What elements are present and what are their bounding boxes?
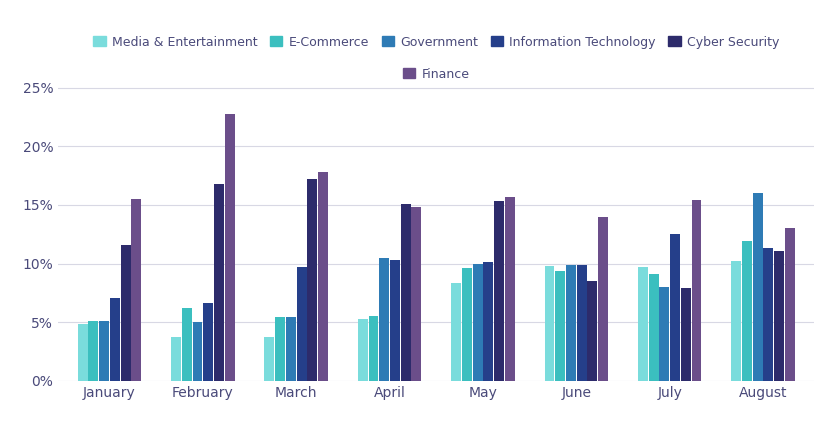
Bar bbox=[110, 297, 120, 381]
Bar bbox=[764, 248, 774, 381]
Bar bbox=[318, 172, 328, 381]
Bar bbox=[120, 245, 130, 381]
Bar bbox=[451, 283, 461, 381]
Bar bbox=[555, 271, 565, 381]
Bar bbox=[505, 197, 514, 381]
Bar bbox=[588, 281, 597, 381]
Bar bbox=[494, 201, 504, 381]
Bar bbox=[473, 264, 483, 381]
Bar bbox=[401, 204, 411, 381]
Bar bbox=[264, 338, 274, 381]
Bar bbox=[286, 317, 296, 381]
Bar bbox=[659, 287, 669, 381]
Bar bbox=[99, 321, 109, 381]
Bar bbox=[390, 260, 400, 381]
Bar bbox=[638, 267, 648, 381]
Legend: Finance: Finance bbox=[398, 63, 475, 85]
Bar bbox=[88, 321, 98, 381]
Bar bbox=[670, 234, 680, 381]
Bar bbox=[742, 241, 752, 381]
Bar bbox=[275, 317, 285, 381]
Bar bbox=[224, 114, 234, 381]
Bar bbox=[307, 179, 317, 381]
Bar bbox=[171, 338, 181, 381]
Bar bbox=[691, 201, 701, 381]
Bar bbox=[78, 324, 87, 381]
Bar bbox=[379, 258, 389, 381]
Bar bbox=[484, 262, 494, 381]
Bar bbox=[753, 193, 763, 381]
Bar bbox=[297, 267, 307, 381]
Bar bbox=[774, 251, 784, 381]
Bar bbox=[182, 308, 192, 381]
Bar bbox=[131, 199, 141, 381]
Bar bbox=[214, 184, 224, 381]
Bar bbox=[785, 228, 794, 381]
Bar bbox=[544, 266, 554, 381]
Bar bbox=[411, 207, 421, 381]
Bar bbox=[369, 316, 378, 381]
Bar bbox=[598, 217, 608, 381]
Bar bbox=[649, 274, 658, 381]
Bar bbox=[577, 265, 587, 381]
Bar bbox=[204, 303, 214, 381]
Bar bbox=[566, 265, 576, 381]
Bar bbox=[462, 268, 472, 381]
Bar bbox=[193, 322, 203, 381]
Bar bbox=[731, 261, 741, 381]
Bar bbox=[681, 288, 691, 381]
Bar bbox=[358, 319, 367, 381]
